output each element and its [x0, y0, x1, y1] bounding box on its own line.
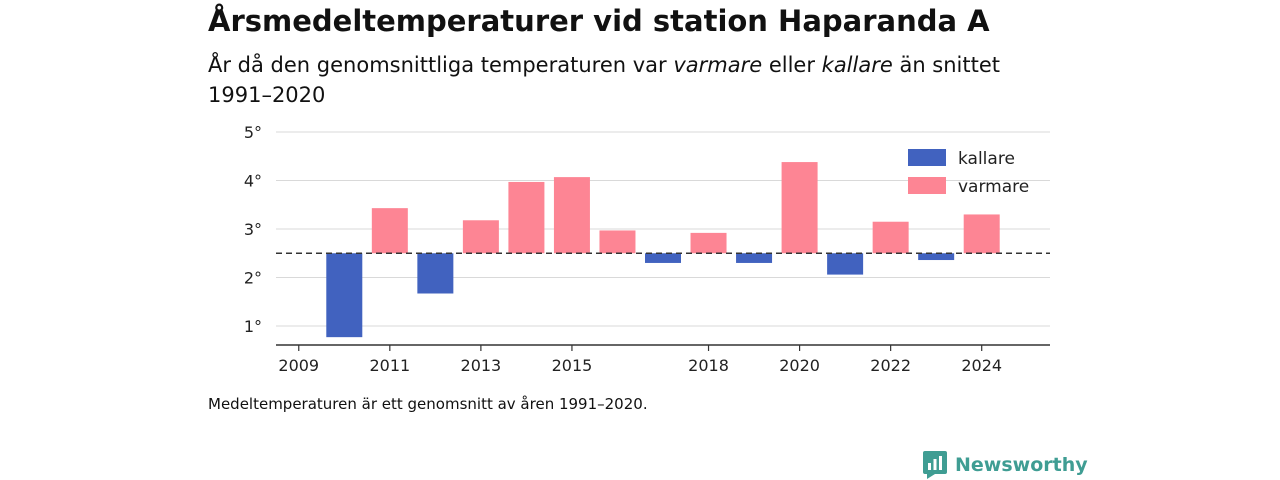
y-tick-label: 5° — [244, 123, 262, 142]
x-tick-label: 2009 — [278, 356, 319, 375]
bar-2019 — [736, 253, 773, 263]
bar-2015 — [553, 177, 590, 254]
brand-name: Newsworthy — [955, 454, 1088, 476]
x-tick-label: 2013 — [461, 356, 502, 375]
brand-logo: Newsworthy — [922, 450, 1088, 480]
y-tick-label: 2° — [244, 269, 262, 288]
x-tick-label: 2015 — [552, 356, 593, 375]
footnote: Medeltemperaturen är ett genomsnitt av å… — [208, 395, 648, 413]
bar-chart: 1° 2° 3° 4° 5° 2009 2011 2013 2015 2018 2020 2022 20… — [244, 123, 1050, 375]
x-tick-label: 2020 — [779, 356, 820, 375]
bar-2018 — [690, 232, 727, 254]
subtitle-emphasis-colder: kallare — [821, 53, 893, 77]
bar-2022 — [872, 221, 909, 254]
bar-2012 — [417, 253, 454, 294]
subtitle-text-2: eller — [762, 53, 822, 77]
chart-subtitle: År då den genomsnittliga temperaturen va… — [208, 50, 1048, 110]
x-tick-label: 2022 — [870, 356, 911, 375]
bar-2011 — [371, 208, 408, 254]
y-tick-label: 1° — [244, 317, 262, 336]
y-tick-label: 3° — [244, 220, 262, 239]
bar-2023 — [918, 253, 955, 261]
legend-swatch-kallare — [908, 149, 946, 166]
x-tick-label: 2018 — [688, 356, 729, 375]
newsworthy-logo-icon — [923, 451, 947, 479]
bar-2013 — [462, 220, 499, 254]
x-tick-label: 2024 — [961, 356, 1002, 375]
subtitle-text-1: År då den genomsnittliga temperaturen va… — [208, 53, 674, 77]
x-tick-label: 2011 — [369, 356, 410, 375]
subtitle-emphasis-warmer: varmare — [673, 53, 763, 77]
legend-swatch-varmare — [908, 177, 946, 194]
legend-label-kallare: kallare — [958, 149, 1015, 169]
bar-2017 — [645, 253, 681, 263]
bar-2021 — [827, 253, 864, 275]
bar-2024 — [963, 214, 1000, 254]
subtitle-text-3: än snittet 1991–2020 — [208, 53, 1001, 107]
legend-label-varmare: varmare — [958, 177, 1029, 197]
chart-title: Årsmedeltemperaturer vid station Haparan… — [208, 4, 990, 38]
y-tick-label: 4° — [244, 172, 262, 191]
bar-2016 — [599, 230, 636, 254]
bar-2020 — [781, 162, 818, 254]
bar-2010 — [326, 253, 363, 338]
bar-2014 — [508, 181, 545, 254]
